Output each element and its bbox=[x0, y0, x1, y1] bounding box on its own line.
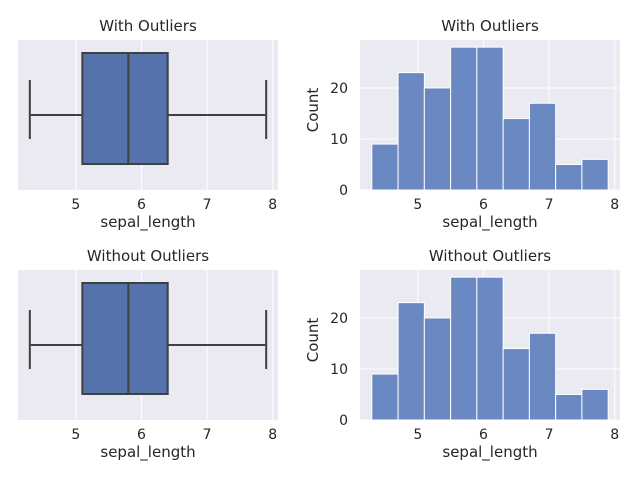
histogram-bar bbox=[581, 158, 609, 191]
histogram-bar bbox=[581, 388, 609, 421]
histogram-bar bbox=[397, 302, 425, 421]
histogram-bar bbox=[371, 373, 399, 421]
x-tick-label: 7 bbox=[203, 427, 212, 443]
histogram-bar bbox=[423, 87, 452, 191]
y-tick-label: 10 bbox=[330, 362, 348, 378]
histogram-bar bbox=[528, 102, 557, 191]
x-tick-label: 8 bbox=[610, 427, 619, 443]
x-tick-label: 8 bbox=[610, 197, 619, 213]
x-tick-label: 5 bbox=[413, 427, 422, 443]
histogram-bar bbox=[502, 348, 530, 421]
box-panel-with-outliers: With Outliers sepal_length 5 6 7 8 bbox=[18, 17, 278, 232]
x-tick-label: 8 bbox=[268, 427, 277, 443]
histogram-panel-with-outliers: With Outliers sepal_length Count 5 6 7 8 0 10… bbox=[304, 17, 620, 232]
box-panel-without-outliers: Without Outliers sepal_length 5 6 7 8 bbox=[18, 247, 278, 462]
x-tick-label: 6 bbox=[479, 427, 488, 443]
x-tick-label: 7 bbox=[203, 197, 212, 213]
iqr-box bbox=[81, 52, 169, 165]
x-tick-label: 6 bbox=[137, 427, 146, 443]
chart-title: Without Outliers bbox=[87, 247, 209, 265]
x-tick-label: 6 bbox=[137, 197, 146, 213]
histogram-bar bbox=[371, 143, 399, 191]
histogram-bar bbox=[528, 332, 557, 421]
x-axis-label: sepal_length bbox=[100, 213, 195, 232]
x-axis-label: sepal_length bbox=[442, 443, 537, 462]
histogram-bar bbox=[450, 46, 478, 191]
chart-title: Without Outliers bbox=[429, 247, 551, 265]
x-tick-label: 5 bbox=[71, 197, 80, 213]
x-tick-label: 8 bbox=[268, 197, 277, 213]
iqr-box bbox=[81, 282, 169, 395]
histogram-bar bbox=[555, 393, 583, 421]
histogram-bar bbox=[397, 72, 425, 191]
histogram-bar bbox=[476, 46, 504, 191]
x-tick-label: 5 bbox=[413, 197, 422, 213]
chart-title: With Outliers bbox=[99, 17, 197, 35]
histogram-bar bbox=[476, 276, 504, 421]
histogram-bar bbox=[502, 118, 530, 191]
histogram-bar bbox=[555, 163, 583, 191]
histogram-bar bbox=[423, 317, 452, 421]
x-tick-label: 7 bbox=[545, 427, 554, 443]
histogram-panel-without-outliers: Without Outliers sepal_length Count 5 6 7 8… bbox=[304, 247, 620, 462]
chart-title: With Outliers bbox=[441, 17, 539, 35]
y-axis-label: Count bbox=[304, 88, 322, 133]
x-axis-label: sepal_length bbox=[442, 213, 537, 232]
y-tick-label: 20 bbox=[330, 81, 348, 97]
x-tick-label: 5 bbox=[71, 427, 80, 443]
x-tick-label: 6 bbox=[479, 197, 488, 213]
x-axis-label: sepal_length bbox=[100, 443, 195, 462]
y-tick-label: 10 bbox=[330, 132, 348, 148]
x-tick-label: 7 bbox=[545, 197, 554, 213]
y-tick-label: 20 bbox=[330, 311, 348, 327]
y-tick-label: 0 bbox=[339, 413, 348, 429]
histogram-bar bbox=[450, 276, 478, 421]
y-axis-label: Count bbox=[304, 318, 322, 363]
y-tick-label: 0 bbox=[339, 183, 348, 199]
